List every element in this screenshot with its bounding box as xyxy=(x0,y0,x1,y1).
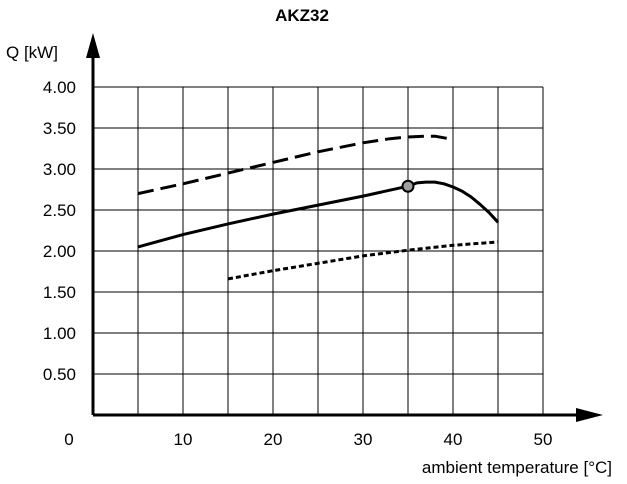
y-tick-label: 1.00 xyxy=(43,324,76,343)
x-tick-label: 20 xyxy=(264,430,283,449)
y-tick-label: 3.50 xyxy=(43,119,76,138)
x-tick-label: 10 xyxy=(174,430,193,449)
y-axis-arrow xyxy=(86,33,100,58)
series xyxy=(137,134,500,281)
axes xyxy=(86,33,603,422)
y-tick-label: 0.50 xyxy=(43,365,76,384)
y-tick-label: 3.00 xyxy=(43,160,76,179)
series-line-dashed xyxy=(137,134,454,196)
y-tick-label: 2.00 xyxy=(43,242,76,261)
x-tick-label: 30 xyxy=(354,430,373,449)
x-tick-label: 0 xyxy=(64,430,73,449)
tick-labels: 0.50 1.00 1.50 2.00 2.50 3.00 3.50 4.00 0 10 20 30 4… xyxy=(43,78,553,449)
operating-point-marker xyxy=(401,179,415,193)
grid xyxy=(93,86,544,415)
y-tick-label: 1.50 xyxy=(43,283,76,302)
y-tick-label: 2.50 xyxy=(43,201,76,220)
x-tick-label: 50 xyxy=(534,430,553,449)
x-tick-label: 40 xyxy=(444,430,463,449)
y-axis-label: Q [kW] xyxy=(6,43,58,62)
x-axis-arrow xyxy=(576,408,603,422)
markers xyxy=(401,179,415,193)
series-line-solid xyxy=(137,180,500,249)
x-axis-label: ambient temperature [°C] xyxy=(422,458,612,477)
y-tick-label: 4.00 xyxy=(43,78,76,97)
chart-title: AKZ32 xyxy=(275,6,329,25)
series-line-dotted xyxy=(227,240,499,281)
